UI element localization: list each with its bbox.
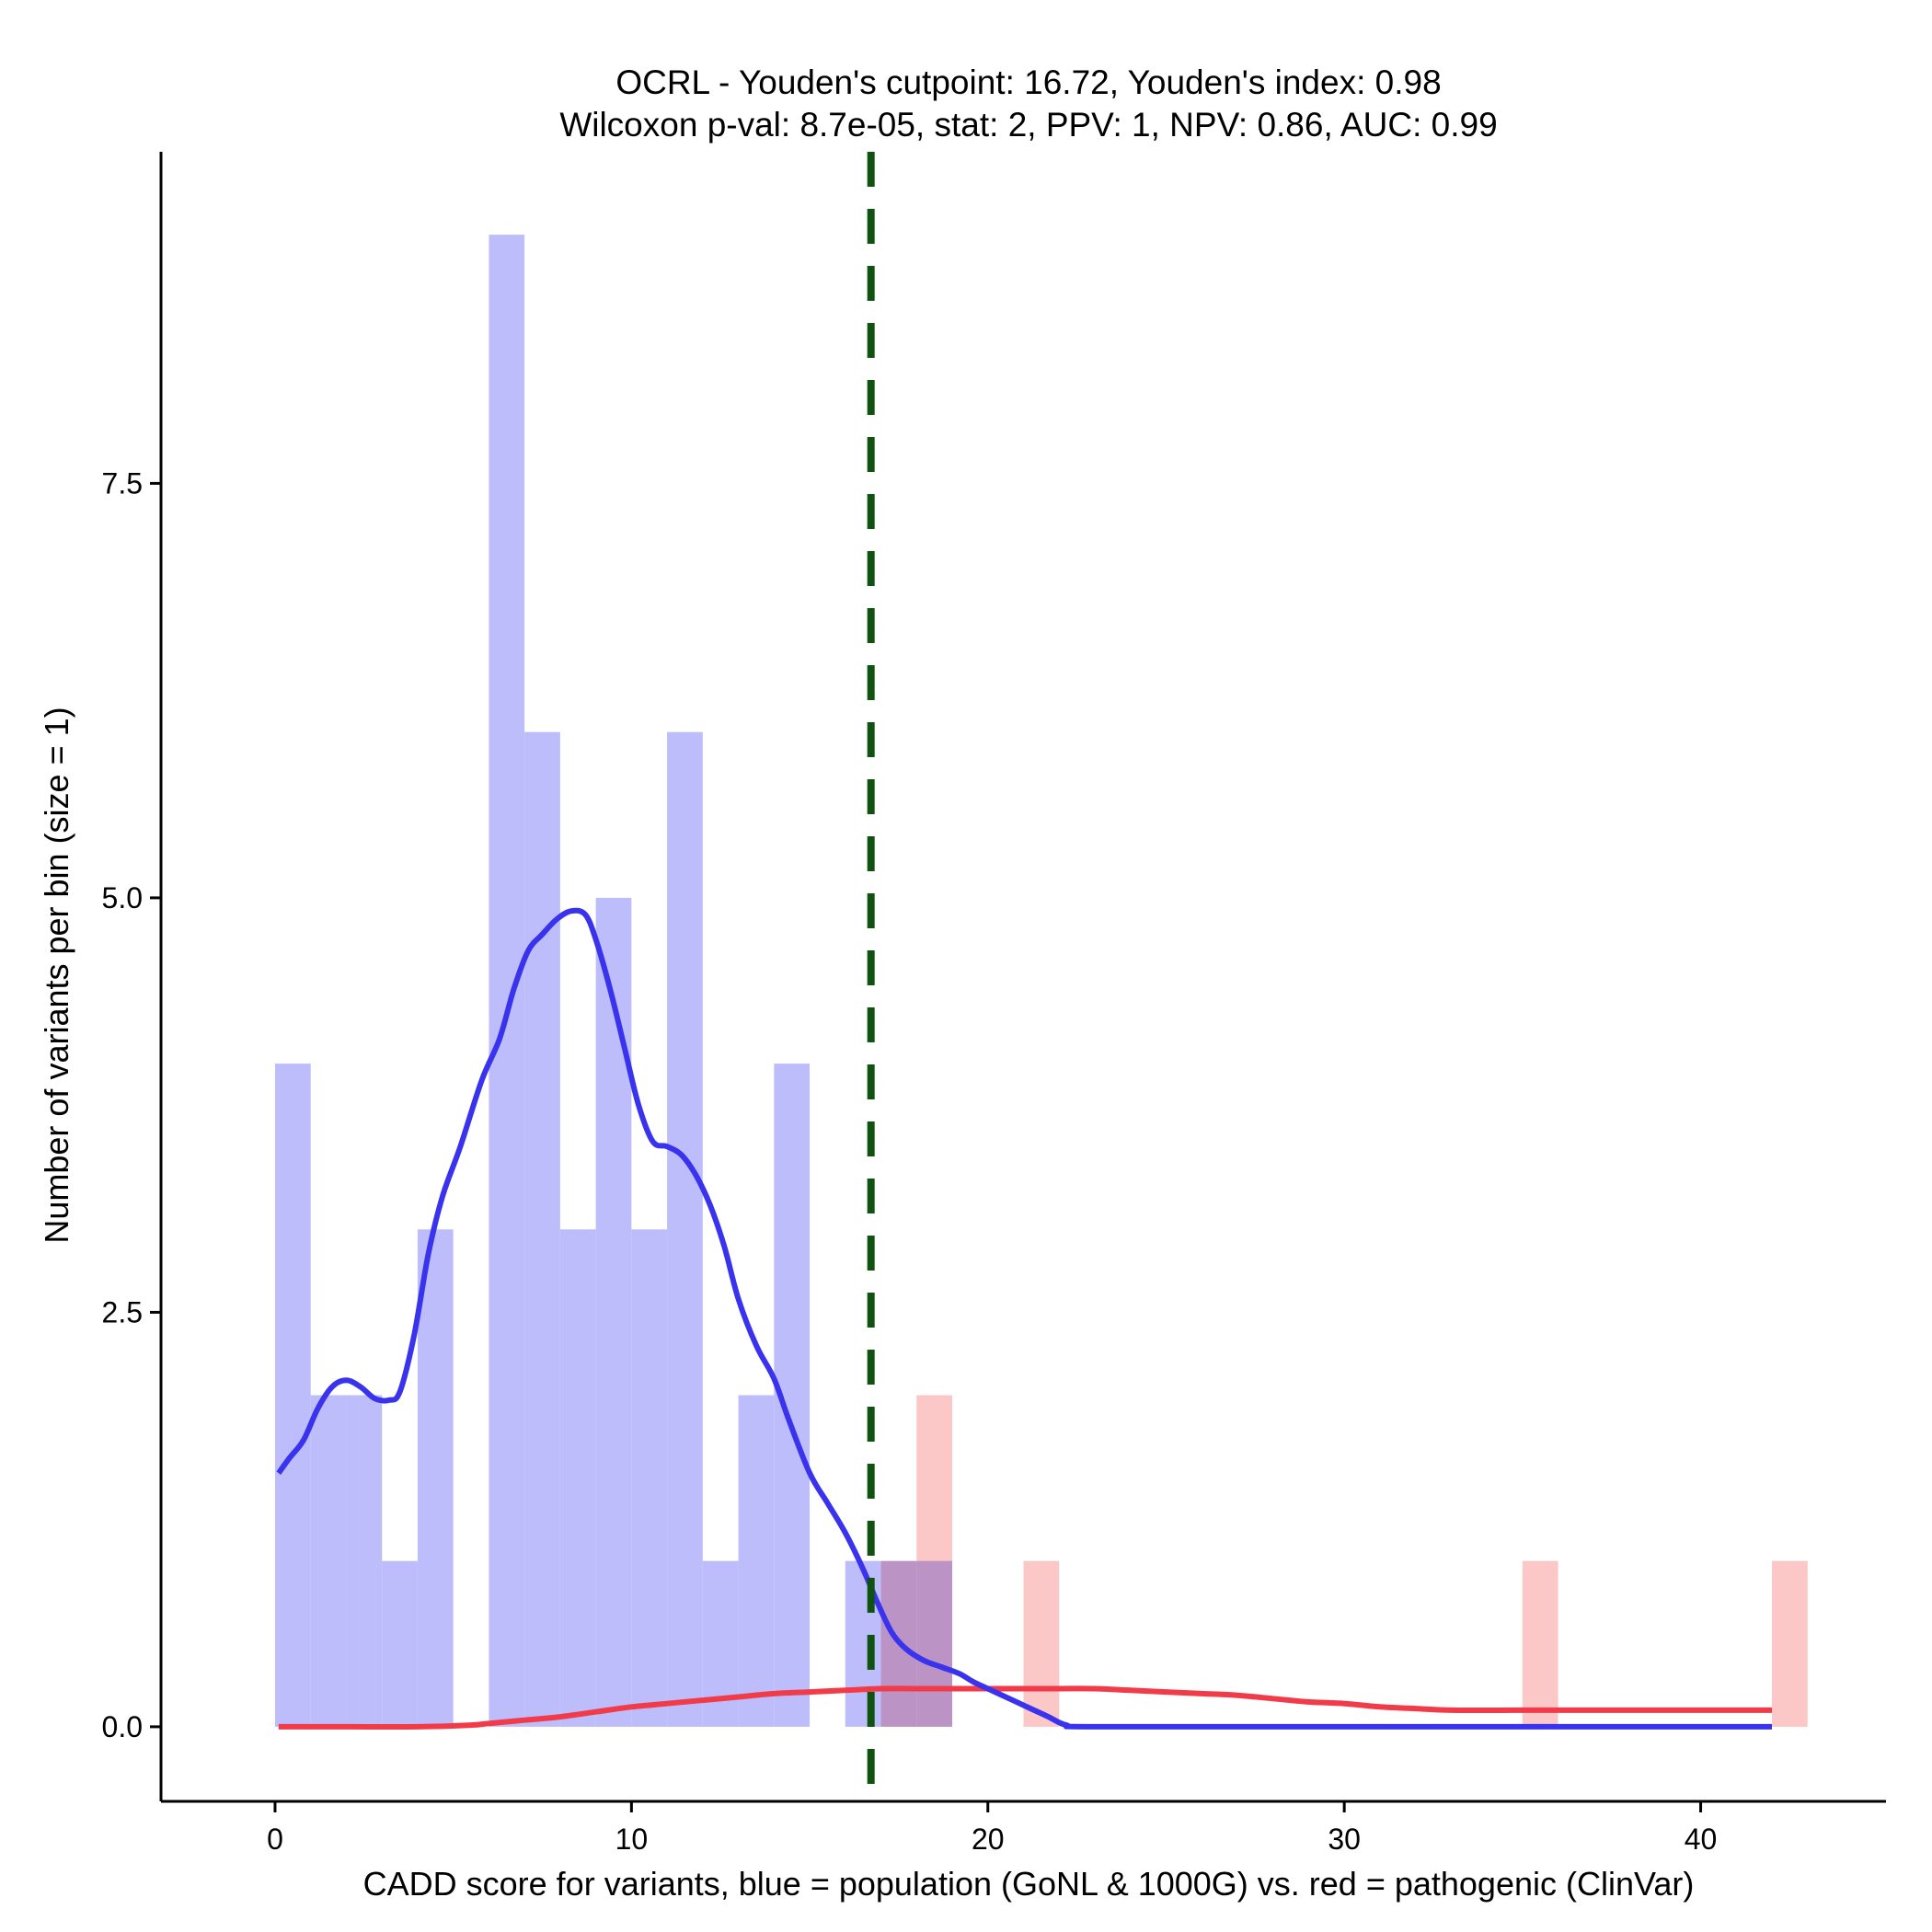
y-tick-label-2: 5.0 [102,881,143,914]
axes: 0 10 20 30 40 0.0 2.5 5.0 7.5 [102,152,1886,1856]
population-bar-1 [310,1395,347,1727]
population-bar-14 [845,1560,881,1727]
population-bar-0 [274,1064,311,1727]
pathogenic-bar-4 [1772,1560,1808,1727]
population-histogram [274,235,953,1727]
x-tick-label-3: 30 [1328,1823,1361,1856]
pathogenic-bar-3 [1522,1560,1558,1727]
pathogenic-bar-1 [916,1395,953,1727]
y-tick-label-3: 7.5 [102,466,143,500]
population-bar-2 [346,1395,383,1727]
x-tick-label-0: 0 [267,1823,283,1856]
chart-title-line-2: Wilcoxon p-val: 8.7e-05, stat: 2, PPV: 1… [559,106,1497,144]
x-tick-label-1: 10 [615,1823,649,1856]
population-bar-12 [738,1395,775,1727]
y-tick-label-0: 0.0 [102,1710,143,1743]
y-tick-label-1: 2.5 [102,1295,143,1328]
population-bar-6 [524,731,560,1727]
x-tick-label-2: 20 [972,1823,1005,1856]
population-bar-3 [382,1560,418,1727]
population-bar-8 [595,897,632,1727]
pathogenic-density-line [278,1685,1772,1731]
population-density-line [276,907,1772,1731]
x-tick-label-4: 40 [1685,1823,1718,1856]
chart-title-line-1: OCRL - Youden's cutpoint: 16.72, Youden'… [615,63,1441,101]
population-bar-10 [667,731,703,1727]
pathogenic-bar-2 [1023,1560,1060,1727]
density-curves [276,907,1772,1731]
y-axis-label: Number of variants per bin (size = 1) [38,707,75,1243]
x-axis-label: CADD score for variants, blue = populati… [363,1865,1695,1903]
population-bar-4 [417,1229,454,1727]
population-bar-9 [631,1229,668,1727]
pathogenic-histogram [880,1395,1808,1727]
population-bar-7 [559,1229,596,1727]
